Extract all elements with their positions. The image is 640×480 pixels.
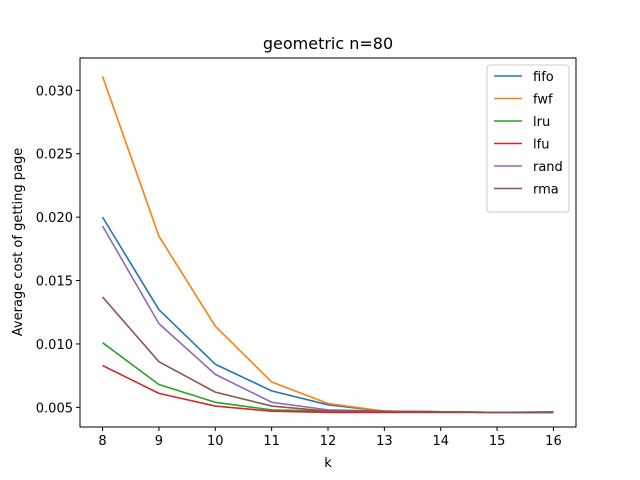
y-tick-label: 0.010 [36, 338, 73, 353]
y-tick-label: 0.005 [36, 401, 73, 416]
series-line-rma [101, 296, 554, 414]
legend-label-lfu: lfu [533, 138, 549, 153]
x-tick-label: 11 [263, 434, 280, 449]
series-line-fifo [101, 216, 554, 414]
y-tick-label: 0.015 [36, 275, 73, 290]
x-tick-label: 12 [320, 434, 337, 449]
plot-lines [101, 76, 554, 414]
series-line-lru [102, 342, 554, 414]
y-axis-label: Average cost of getting page [11, 148, 26, 336]
x-axis-ticks: 8 9 10 11 12 13 14 15 16 [98, 427, 562, 449]
legend-label-fwf: fwf [533, 93, 553, 108]
x-tick-label: 9 [155, 434, 163, 449]
legend-label-lru: lru [533, 115, 550, 130]
y-tick-label: 0.020 [36, 211, 73, 226]
y-axis-ticks: 0.005 0.010 0.015 0.020 0.025 0.030 [36, 84, 80, 416]
x-axis-label: k [324, 456, 332, 471]
y-tick-label: 0.030 [36, 84, 73, 99]
x-tick-label: 15 [489, 434, 506, 449]
legend-label-rand: rand [533, 160, 563, 175]
chart-title: geometric n=80 [263, 34, 393, 53]
series-line-fwf [101, 76, 554, 414]
legend-label-rma: rma [533, 183, 559, 198]
x-tick-label: 14 [432, 434, 449, 449]
x-tick-label: 10 [207, 434, 224, 449]
x-tick-label: 8 [98, 434, 106, 449]
legend: fifo fwf lru lfu rand rma [486, 64, 570, 213]
legend-label-fifo: fifo [533, 70, 554, 85]
x-tick-label: 16 [545, 434, 562, 449]
x-tick-label: 13 [376, 434, 393, 449]
y-tick-label: 0.025 [36, 148, 73, 163]
legend-box [486, 64, 570, 213]
